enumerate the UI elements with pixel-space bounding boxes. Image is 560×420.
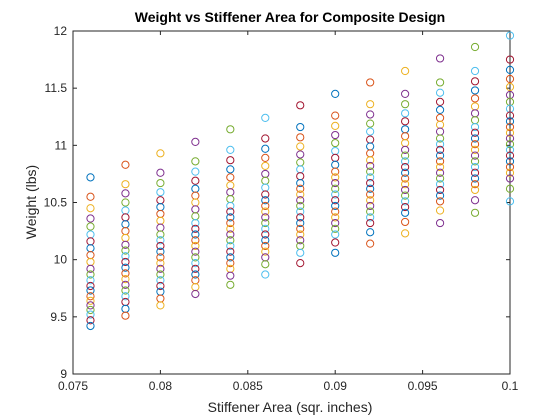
x-tick-label: 0.09 xyxy=(324,379,348,393)
plot-box xyxy=(73,31,510,374)
x-tick-label: 0.08 xyxy=(149,379,173,393)
y-tick-label: 9 xyxy=(60,367,67,381)
y-tick-label: 11.5 xyxy=(45,81,68,95)
y-tick-label: 11 xyxy=(55,138,68,152)
y-tick-label: 9.5 xyxy=(50,310,67,324)
chart-title: Weight vs Stiffener Area for Composite D… xyxy=(135,9,445,25)
y-axis-label: Weight (lbs) xyxy=(23,165,39,239)
x-tick-label: 0.095 xyxy=(408,379,438,393)
y-tick-label: 10.5 xyxy=(44,196,68,210)
y-tick-label: 12 xyxy=(54,24,68,38)
x-axis-label: Stiffener Area (sqr. inches) xyxy=(208,399,373,415)
x-tick-label: 0.075 xyxy=(58,379,88,393)
plot-area xyxy=(73,31,510,374)
y-tick-label: 10 xyxy=(54,253,68,267)
x-tick-label: 0.085 xyxy=(233,379,263,393)
x-tick-label: 0.1 xyxy=(502,379,519,393)
